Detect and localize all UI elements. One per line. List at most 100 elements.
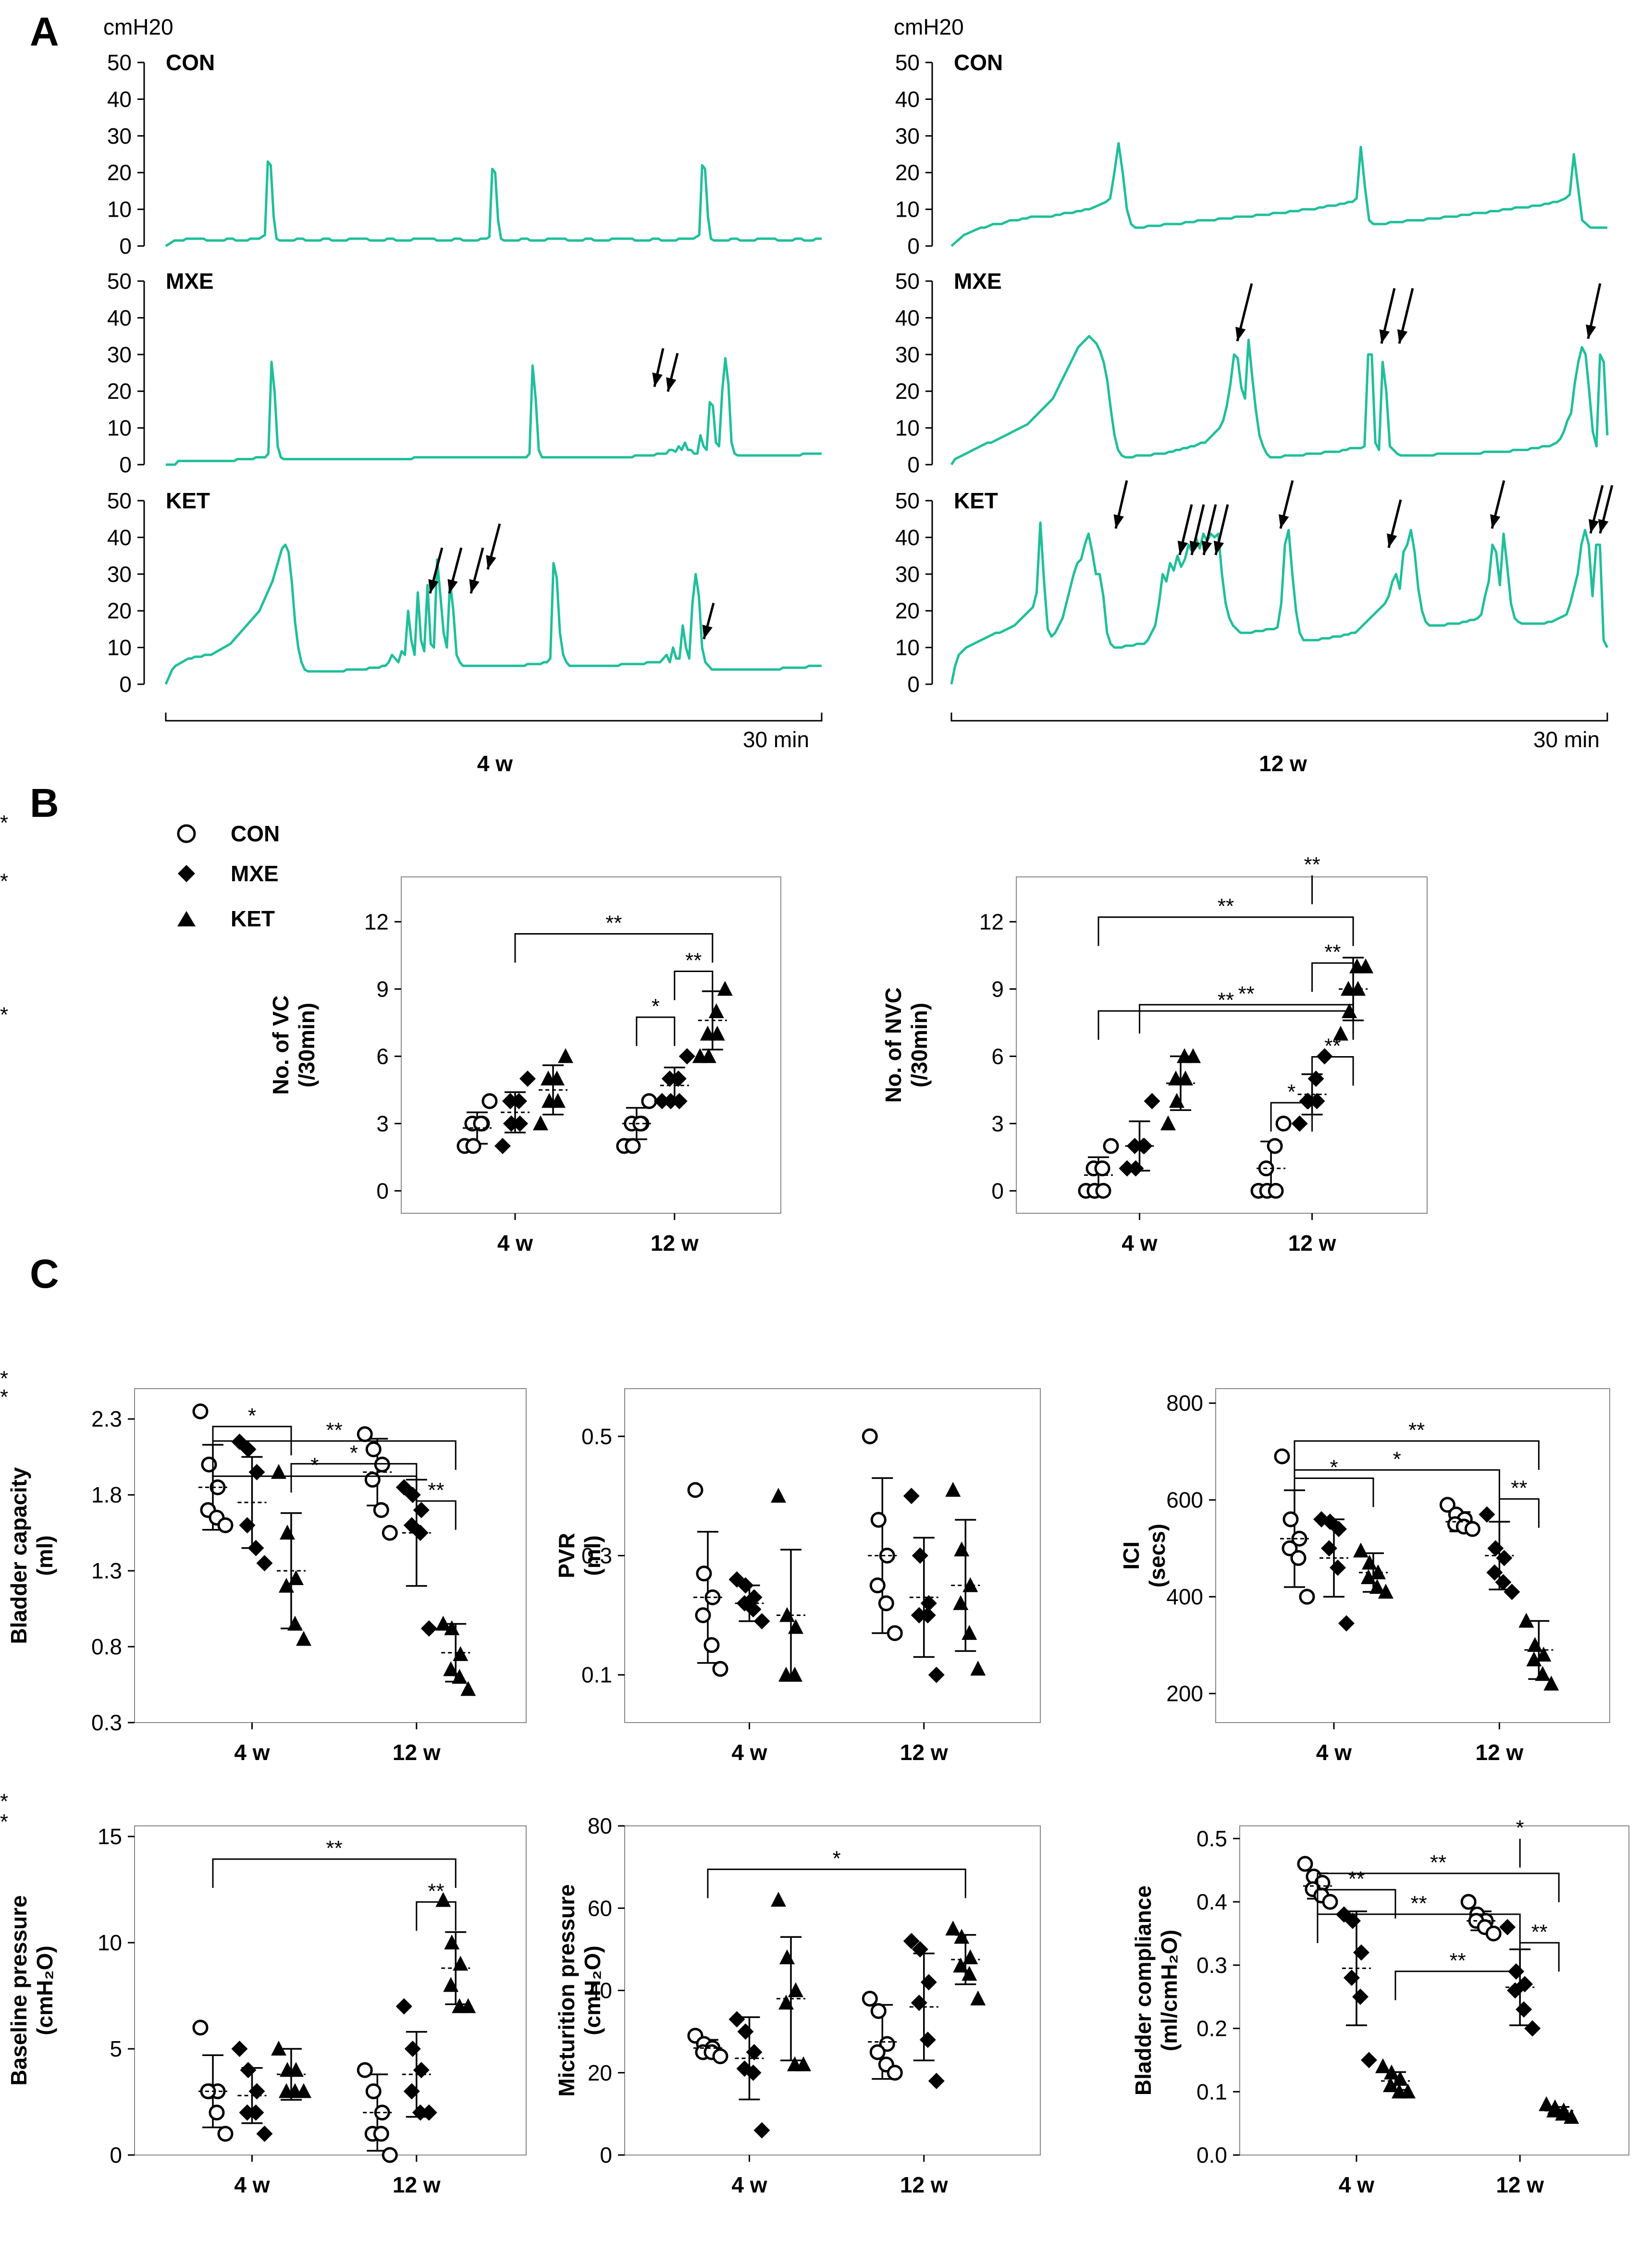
significance-bracket xyxy=(1317,1913,1521,1943)
data-point-ket xyxy=(962,1949,978,1964)
data-point-ket xyxy=(1564,2108,1579,2124)
pressure-trace-line xyxy=(166,357,822,466)
legend-label-con: CON xyxy=(231,821,280,846)
arrow-head xyxy=(1113,514,1124,529)
data-point-ket xyxy=(1353,1542,1368,1558)
trace-y-tick-label: 50 xyxy=(895,488,920,513)
y-tick-label: 0.4 xyxy=(1196,1889,1227,1914)
x-tick-label: 4 w xyxy=(731,2172,767,2197)
data-point-mxe xyxy=(420,2104,437,2121)
data-point-ket xyxy=(453,1646,468,1661)
unit-label-4w: cmH20 xyxy=(103,14,173,39)
significance-label: * xyxy=(248,1404,256,1428)
data-point-ket xyxy=(288,1570,304,1585)
data-point-ket xyxy=(288,2062,304,2077)
trace-group-label: MXE xyxy=(166,269,214,294)
x-tick-label: 4 w xyxy=(1339,2172,1374,2197)
data-point-con xyxy=(1297,1856,1313,1872)
panel-letter-c: C xyxy=(30,1251,59,1296)
significance-label: ** xyxy=(685,949,702,973)
data-point-con xyxy=(870,1512,887,1528)
data-point-con xyxy=(878,1595,894,1612)
significance-label: * xyxy=(833,1847,841,1870)
data-point-con xyxy=(687,1482,703,1498)
significance-label: ** xyxy=(0,1790,8,1813)
data-point-ket xyxy=(280,1525,295,1540)
data-point-mxe xyxy=(928,2072,945,2089)
y-tick-label: 0.3 xyxy=(91,1710,122,1735)
data-point-mxe xyxy=(912,1941,928,1958)
trace-y-tick-label: 20 xyxy=(895,598,920,623)
data-point-ket xyxy=(1333,1025,1349,1041)
pressure-trace-line xyxy=(950,142,1607,247)
x-tick-label: 12 w xyxy=(900,1740,948,1765)
unit-label-12w: cmH20 xyxy=(894,14,964,39)
data-point-ket xyxy=(444,1620,460,1636)
plot-frame xyxy=(134,1388,527,1723)
data-point-con xyxy=(1290,1550,1307,1566)
significance-bracket xyxy=(1097,916,1354,946)
trace-y-tick-label: 0 xyxy=(907,672,920,697)
data-point-ket xyxy=(1169,1093,1184,1108)
series-ket xyxy=(771,1892,986,2071)
y-tick-label: 20 xyxy=(588,2060,612,2085)
data-point-ket xyxy=(1536,1646,1552,1662)
data-point-con xyxy=(862,1991,878,2007)
arrow-head xyxy=(1189,541,1200,555)
x-tick-label: 12 w xyxy=(1476,1740,1524,1765)
significance-bracket xyxy=(416,1500,456,1530)
y-axis-title: ICI(secs) xyxy=(1119,1524,1170,1588)
data-point-ket xyxy=(953,1958,969,1973)
legend-label-mxe: MXE xyxy=(231,861,279,886)
data-point-con xyxy=(365,1441,382,1457)
significance-bracket xyxy=(416,1901,456,1931)
data-point-mxe xyxy=(1338,1615,1355,1632)
significance-brackets: *************** xyxy=(0,811,1354,1132)
data-point-mxe xyxy=(256,2125,273,2142)
data-point-mxe xyxy=(239,1517,256,1534)
data-point-mxe xyxy=(420,1620,437,1637)
data-point-con xyxy=(1095,1182,1111,1199)
data-point-ket xyxy=(796,2056,811,2071)
data-point-ket xyxy=(1526,1651,1542,1667)
data-point-con xyxy=(869,2044,886,2060)
data-point-mxe xyxy=(671,1093,688,1109)
chart-pvr: 0.1 0.3 0.5 PVR(ml) 4 w 12 w xyxy=(554,1388,1041,1765)
arrow-head xyxy=(1598,519,1609,533)
y-tick-label: 800 xyxy=(1166,1391,1203,1416)
significance-bracket xyxy=(636,1016,676,1047)
significance-label: * xyxy=(1330,1456,1338,1479)
data-point-mxe xyxy=(1504,1584,1520,1601)
y-tick-label: 12 xyxy=(364,909,389,934)
data-point-con xyxy=(217,1517,234,1533)
data-point-ket xyxy=(701,1048,716,1063)
trace-panel-mxe-4w: 50 40 30 20 10 0 MXE xyxy=(107,269,822,477)
arrow-head xyxy=(469,579,480,593)
data-point-mxe xyxy=(670,1071,687,1087)
trace-y-tick-label: 50 xyxy=(107,488,132,513)
trace-y-tick-label: 20 xyxy=(107,598,132,623)
significance-brackets: ********* xyxy=(0,870,714,1047)
data-point-con xyxy=(209,2105,225,2121)
data-point-ket xyxy=(271,1464,286,1479)
data-point-con xyxy=(357,1426,373,1442)
data-point-mxe xyxy=(745,1601,762,1618)
significance-label: * xyxy=(652,995,660,1018)
pressure-trace-line xyxy=(164,543,822,685)
arrow-head xyxy=(486,555,496,569)
y-axis-title: No. of NVC(/30min) xyxy=(881,987,932,1103)
data-point-ket xyxy=(1383,2077,1398,2093)
data-point-mxe xyxy=(256,1555,273,1572)
y-tick-label: 0 xyxy=(991,1178,1004,1203)
arrow-head xyxy=(1490,514,1501,529)
data-point-ket xyxy=(970,1661,986,1676)
significance-bracket xyxy=(1394,1971,1521,2000)
series-con xyxy=(1274,1448,1480,1605)
y-axis-title: Bladder capacity(ml) xyxy=(6,1467,57,1644)
data-point-mxe xyxy=(911,1607,927,1624)
significance-bracket xyxy=(1317,1889,1396,1919)
